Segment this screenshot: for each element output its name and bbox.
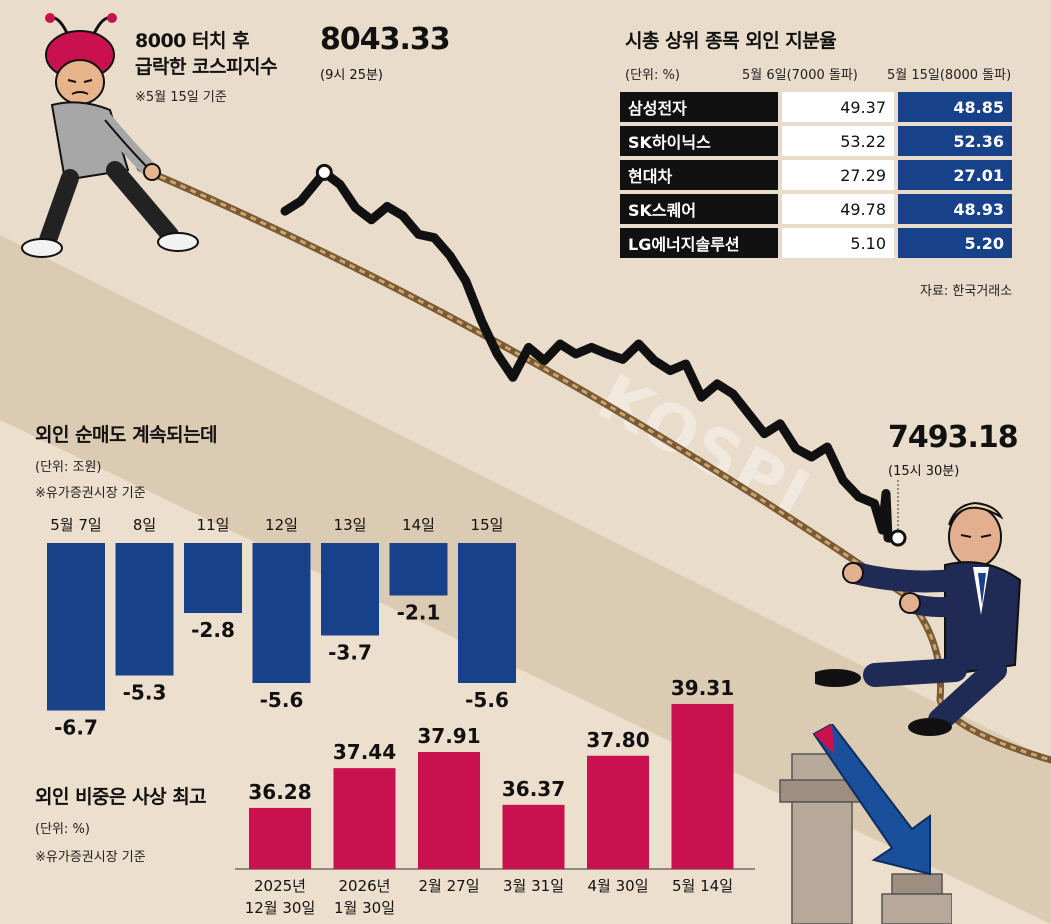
ratio-bar-chart: 36.28 2025년 12월 30일 37.44 2026년 1월 30일 37.91 2월… [235,676,755,917]
netsell-tick-label: 11일 [197,516,230,534]
netsell-bar [389,543,448,596]
kospi-close-marker [889,529,907,547]
netsell-tick-label: 8일 [133,516,156,534]
ratio-tick-label: 4월 30일 [588,877,649,895]
ant-hat-investor-figure [21,13,199,258]
table-cell-may15: 48.85 [894,92,1012,122]
netsell-bar [252,543,311,683]
table-cell-may15: 52.36 [894,126,1012,156]
netsell-unit: (단위: 조원) [35,460,102,475]
ratio-unit: (단위: %) [35,822,90,837]
ratio-data-label: 36.28 [248,780,311,804]
netsell-data-label: -2.1 [397,601,441,625]
table-unit: (단위: %) [625,68,680,83]
ratio-bar [671,703,734,869]
table-row: SK스퀘어 49.78 48.93 [620,194,1012,224]
netsell-tick-label: 5월 7일 [50,516,101,534]
ratio-tick-label: 2026년 [339,877,391,895]
ratio-data-label: 37.91 [417,724,480,748]
ownership-table: 삼성전자 49.37 48.85 SK하이닉스 53.22 52.36 현대차 27.29 27… [620,88,1012,262]
ratio-title: 외인 비중은 사상 최고 [35,786,207,808]
ratio-note: ※유가증권시장 기준 [35,850,146,865]
ratio-bar [333,768,396,869]
table-row: SK하이닉스 53.22 52.36 [620,126,1012,156]
kospi-high-marker [315,163,333,181]
netsell-tick-label: 15일 [471,516,504,534]
netsell-tick-label: 12일 [265,516,298,534]
table-source: 자료: 한국거래소 [920,284,1013,299]
netsell-data-label: -5.6 [260,688,304,712]
ratio-tick-label: 5월 14일 [672,877,733,895]
ratio-bar [418,751,480,869]
table-cell-name: SK하이닉스 [620,126,778,156]
netsell-data-label: -3.7 [328,641,372,665]
ratio-tick-label: 2025년 [254,877,306,895]
table-cell-may15: 5.20 [894,228,1012,258]
netsell-bar [458,543,516,683]
kospi-note: ※5월 15일 기준 [135,90,227,105]
table-cell-may6: 5.10 [778,228,894,258]
table-cell-may6: 27.29 [778,160,894,190]
ratio-data-label: 37.80 [586,728,649,752]
table-cell-may6: 49.78 [778,194,894,224]
ratio-bar [587,755,649,869]
table-cell-name: LG에너지솔루션 [620,228,778,258]
netsell-tick-label: 14일 [402,516,435,534]
kospi-close-value: 7493.18 [888,420,1019,455]
table-row: 현대차 27.29 27.01 [620,160,1012,190]
netsell-title: 외인 순매도 계속되는데 [35,424,218,446]
table-title: 시총 상위 종목 외인 지분율 [625,30,837,52]
netsell-tick-label: 13일 [334,516,367,534]
netsell-data-label: -5.6 [465,688,509,712]
pedestal-with-down-arrow [779,724,952,924]
kospi-title-line1: 8000 터치 후 [135,30,250,52]
kospi-series-line [280,167,903,543]
netsell-data-label: -2.8 [191,618,235,642]
netsell-bar-chart: 5월 7일 -6.7 8일 -5.3 11일 -2.8 12일 -5.6 13일 -3.7 14일 -… [47,516,516,740]
ratio-data-label: 39.31 [671,676,734,700]
netsell-bar [115,543,174,676]
ratio-tick-label: 3월 31일 [503,877,564,895]
netsell-data-label: -6.7 [54,716,98,740]
table-cell-name: 삼성전자 [620,92,778,122]
table-row: 삼성전자 49.37 48.85 [620,92,1012,122]
ratio-data-label: 37.44 [333,740,396,764]
table-cell-name: SK스퀘어 [620,194,778,224]
kospi-high-time: (9시 25분) [320,68,384,83]
table-cell-may6: 53.22 [778,126,894,156]
table-cell-name: 현대차 [620,160,778,190]
netsell-bar [184,543,242,613]
table-cell-may6: 49.37 [778,92,894,122]
table-row: LG에너지솔루션 5.10 5.20 [620,228,1012,258]
netsell-note: ※유가증권시장 기준 [35,486,146,501]
ratio-tick-label: 2월 27일 [419,877,480,895]
kospi-high-value: 8043.33 [320,22,451,57]
table-col2-header: 5월 15일(8000 돌파) [887,68,1012,83]
table-col1-header: 5월 6일(7000 돌파) [742,68,858,83]
ratio-bar [502,804,565,869]
netsell-bar [47,543,105,711]
kospi-close-time: (15시 30분) [888,464,960,479]
table-cell-may15: 27.01 [894,160,1012,190]
table-cell-may15: 48.93 [894,194,1012,224]
kospi-title-line2: 급락한 코스피지수 [135,56,277,78]
netsell-bar [321,543,379,636]
ratio-data-label: 36.37 [502,777,565,801]
ratio-bar [249,807,311,869]
foreign-businessman-figure [815,501,1022,736]
ratio-tick-label: 1월 30일 [334,899,395,917]
netsell-data-label: -5.3 [123,681,167,705]
ratio-tick-label: 12월 30일 [245,899,316,917]
